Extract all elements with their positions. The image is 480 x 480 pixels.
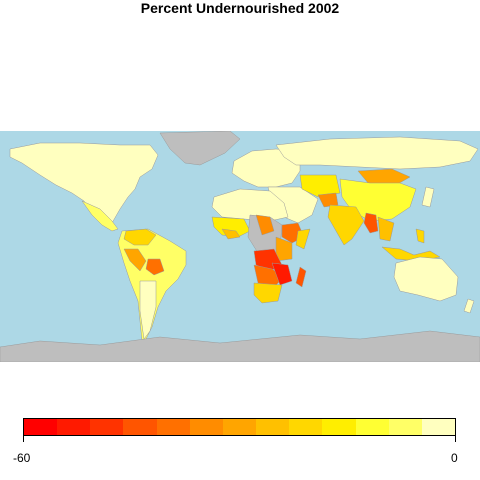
color-scale-legend <box>23 418 456 436</box>
map-title: Percent Undernourished 2002 <box>140 0 340 16</box>
india <box>327 204 365 246</box>
madagascar <box>295 266 307 288</box>
mexico <box>81 200 119 232</box>
philippines <box>415 228 425 244</box>
legend-swatch-2 <box>90 419 124 435</box>
legend-swatch-8 <box>289 419 323 435</box>
legend-swatch-4 <box>156 419 190 435</box>
legend-swatch-3 <box>123 419 157 435</box>
greenland <box>159 131 241 166</box>
peru <box>123 248 147 272</box>
mongolia <box>357 168 411 186</box>
legend-tick-max <box>455 436 456 442</box>
legend-swatch-6 <box>222 419 257 435</box>
bolivia <box>145 258 165 276</box>
legend-swatch-1 <box>57 419 91 435</box>
antarctica <box>0 330 480 362</box>
chile-argentina <box>139 280 157 340</box>
north-africa <box>211 188 289 222</box>
legend-max-label: 0 <box>451 451 458 465</box>
legend-swatch-10 <box>355 419 389 435</box>
legend-swatch-0 <box>24 419 58 435</box>
australia <box>393 256 459 302</box>
chad-sudan <box>255 214 275 236</box>
legend-swatch-9 <box>322 419 356 435</box>
europe <box>231 148 301 188</box>
north-america <box>9 142 159 224</box>
russia <box>275 136 479 170</box>
zimbabwe-mozambique <box>271 262 293 286</box>
southern-africa <box>253 282 283 304</box>
japan <box>421 186 435 208</box>
afghanistan <box>317 192 339 208</box>
west-africa-coast <box>221 228 241 240</box>
legend-tick-min <box>23 436 24 442</box>
new-zealand <box>463 298 475 314</box>
indochina <box>377 216 395 242</box>
somalia <box>295 228 311 250</box>
legend-swatch-5 <box>189 419 223 435</box>
myanmar <box>363 212 379 234</box>
world-choropleth-map <box>0 131 480 362</box>
legend-swatch-7 <box>256 419 290 435</box>
legend-swatch-11 <box>388 419 422 435</box>
venezuela-colombia <box>123 228 157 246</box>
china <box>339 178 417 222</box>
legend-min-label: -60 <box>13 451 31 465</box>
legend-swatch-12 <box>421 419 456 435</box>
